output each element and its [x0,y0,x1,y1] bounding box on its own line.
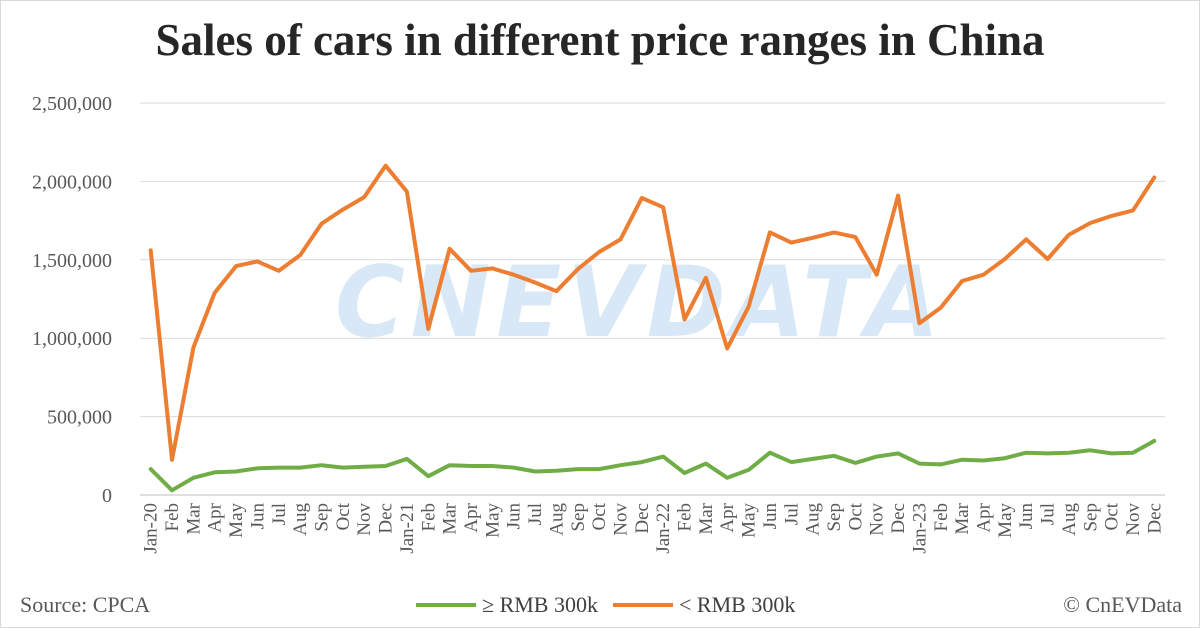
x-tick-label: Nov [610,503,631,536]
x-tick-label: Feb [931,503,952,532]
x-tick-label: Feb [418,503,439,532]
x-tick-label: Jul [781,503,802,525]
legend-label: < RMB 300k [679,592,796,617]
x-tick-label: May [995,503,1016,538]
gridlines [140,102,1165,496]
x-tick-label: Nov [867,503,888,536]
x-tick-label: Jul [269,503,290,525]
x-tick-label: Feb [162,503,183,532]
x-tick-label: Sep [312,503,333,532]
x-tick-label: Sep [568,503,589,532]
x-tick-label: May [482,503,503,538]
x-tick-label: Aug [290,503,311,536]
y-tick-label: 2,500,000 [32,93,112,115]
x-tick-label: Jan-22 [653,503,674,554]
legend-label: ≥ RMB 300k [482,592,598,617]
x-tick-label: Mar [952,502,973,534]
legend-swatch-green [416,603,476,607]
x-tick-label: Jun [247,503,268,530]
x-tick-label: Jan-21 [397,503,418,554]
x-tick-label: Apr [205,502,226,532]
x-tick-label: Aug [803,503,824,536]
copyright-note: © CnEVData [1063,592,1182,617]
x-tick-label: Jun [1016,503,1037,530]
x-tick-label: Oct [333,502,354,530]
y-tick-label: 1,000,000 [32,328,112,350]
x-tick-label: Jul [1038,503,1059,525]
x-tick-label: Jun [760,503,781,530]
source-note: Source: CPCA [20,592,151,617]
series-line-high-price [148,438,1157,493]
x-tick-label: Dec [376,503,397,534]
x-tick-label: May [226,503,247,538]
x-tick-label: Dec [888,503,909,534]
legend-item-high-price: ≥ RMB 300k [416,592,598,618]
x-tick-label: Mar [696,502,717,534]
series-lines [148,163,1157,493]
x-tick-label: Apr [717,502,738,532]
x-tick-label: Oct [1102,502,1123,530]
y-tick-label: 0 [102,485,112,507]
x-tick-label: Dec [632,503,653,534]
y-tick-label: 1,500,000 [32,250,112,272]
legend-item-low-price: < RMB 300k [613,592,795,618]
x-tick-label: Jun [504,503,525,530]
x-tick-label: Jan-23 [909,503,930,554]
x-tick-label: Apr [461,502,482,532]
x-tick-label: Mar [183,502,204,534]
x-tick-label: May [739,503,760,538]
x-tick-label: Sep [1080,503,1101,532]
x-tick-label: Apr [973,502,994,532]
x-tick-label: Dec [1144,503,1165,534]
x-tick-label: Aug [546,503,567,536]
x-tick-label: Nov [354,503,375,536]
x-tick-label: Jan-20 [141,503,162,554]
x-tick-label: Nov [1123,503,1144,536]
chart-title: Sales of cars in different price ranges … [155,15,1045,65]
x-tick-label: Feb [675,503,696,532]
y-tick-label: 2,000,000 [32,171,112,193]
x-tick-label: Mar [440,502,461,534]
x-axis: Jan-20 Feb Mar Apr May Jun Jul Aug Sep Oct Nov Dec J… [141,502,1166,553]
x-tick-label: Aug [1059,503,1080,536]
y-tick-label: 500,000 [47,407,112,429]
legend-swatch-orange [613,603,673,607]
series-line-low-price [148,163,1157,462]
x-tick-label: Oct [589,502,610,530]
y-axis: 0 500,000 1,000,000 1,500,000 2,000,000 2,500… [32,93,112,507]
x-tick-label: Oct [845,502,866,530]
x-tick-label: Sep [824,503,845,532]
x-tick-label: Jul [525,503,546,525]
